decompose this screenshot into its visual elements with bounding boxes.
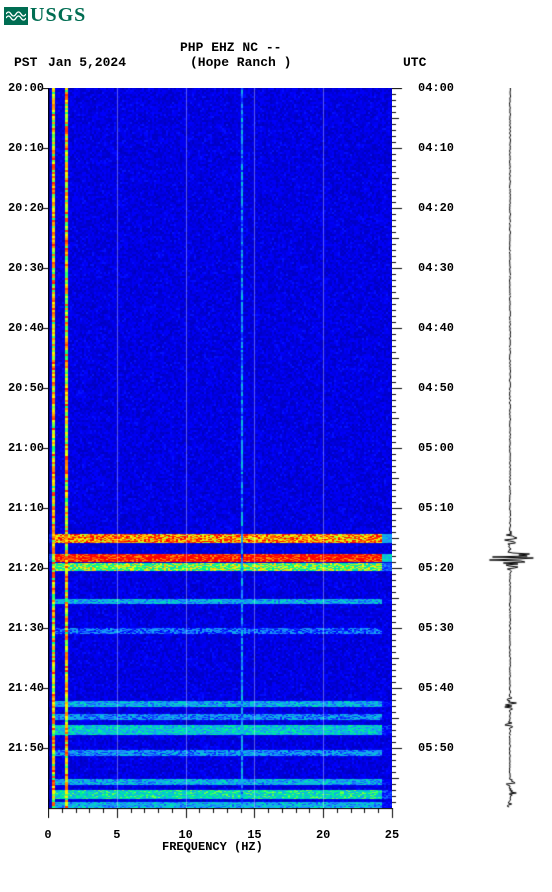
y-tick-left: 20:40 [4,321,44,335]
y-tick-right: 05:40 [418,681,454,695]
logo-text: USGS [30,4,86,27]
trace-canvas [480,88,540,808]
station-location: (Hope Ranch ) [190,55,291,70]
record-date: Jan 5,2024 [48,55,126,70]
y-tick-left: 20:50 [4,381,44,395]
y-tick-left: 21:20 [4,561,44,575]
y-tick-right: 05:20 [418,561,454,575]
y-tick-right: 04:30 [418,261,454,275]
x-tick: 0 [44,828,51,842]
y-tick-left: 20:10 [4,141,44,155]
y-tick-right: 05:30 [418,621,454,635]
y-tick-left: 21:00 [4,441,44,455]
usgs-logo: USGS [4,4,86,27]
x-axis-label: FREQUENCY (HZ) [162,840,263,854]
timezone-right: UTC [403,55,426,70]
spectrogram-canvas [48,88,392,808]
y-tick-left: 20:20 [4,201,44,215]
y-tick-right: 05:00 [418,441,454,455]
x-tick: 25 [385,828,399,842]
y-tick-right: 05:50 [418,741,454,755]
x-tick: 5 [113,828,120,842]
y-tick-right: 04:00 [418,81,454,95]
x-tick: 20 [316,828,330,842]
y-tick-right: 05:10 [418,501,454,515]
y-tick-left: 21:30 [4,621,44,635]
y-tick-right: 04:50 [418,381,454,395]
y-tick-left: 20:00 [4,81,44,95]
y-tick-right: 04:40 [418,321,454,335]
station-id: PHP EHZ NC -- [180,40,281,55]
y-tick-left: 21:40 [4,681,44,695]
wave-icon [4,7,28,25]
y-tick-left: 20:30 [4,261,44,275]
y-tick-right: 04:10 [418,141,454,155]
y-tick-left: 21:10 [4,501,44,515]
spectrogram [48,88,392,813]
y-tick-right: 04:20 [418,201,454,215]
y-tick-left: 21:50 [4,741,44,755]
seismic-trace [480,88,540,813]
timezone-left: PST [14,55,37,70]
